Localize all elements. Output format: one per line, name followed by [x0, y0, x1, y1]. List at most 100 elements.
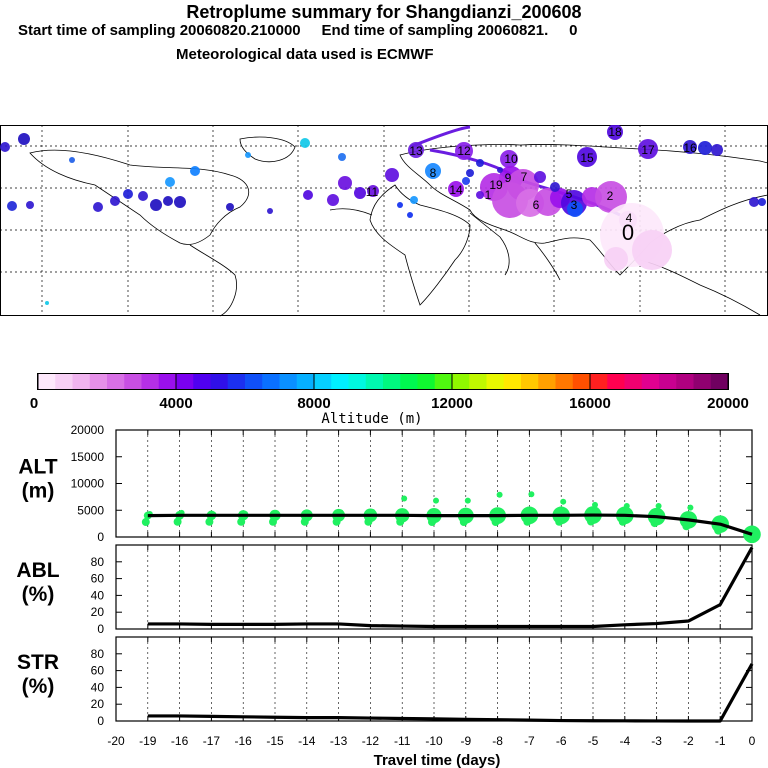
plume-point [455, 142, 473, 160]
y-tick-label: 0 [97, 622, 104, 636]
y-tick-label: 15000 [71, 450, 105, 464]
altitude-point [618, 517, 627, 526]
colorbar-label: Altitude (m) [321, 411, 422, 427]
series-line-alt [147, 513, 753, 536]
plume-point [476, 191, 484, 199]
altitude-point [496, 491, 503, 498]
colorbar-swatch [693, 374, 712, 390]
plume-point [0, 142, 10, 152]
colorbar-tick-label: 12000 [431, 395, 473, 412]
plume-point [138, 191, 148, 201]
x-tick-label: -10 [425, 734, 443, 748]
altitude-point [141, 518, 150, 527]
plume-point [354, 187, 366, 199]
map-label-16: 16 [683, 141, 697, 155]
colorbar-swatch [124, 374, 142, 390]
altitude-point [719, 516, 726, 523]
plume-point [165, 177, 175, 187]
plume-point [397, 202, 403, 208]
colorbar-swatch [279, 374, 298, 390]
colorbar-tick-label: 4000 [159, 395, 192, 412]
plume-point [711, 144, 723, 156]
altitude-point [555, 517, 564, 526]
plume-point [550, 182, 560, 192]
altitude-point [682, 522, 691, 531]
map-label-19: 19 [489, 178, 503, 192]
y-tick-label: 0 [97, 530, 104, 544]
plume-point [476, 159, 484, 167]
x-tick-labels: -20 -19 -16 -17 -16 -15 -14 -13 -12 -11 -10 -9 -8 -7-… [107, 734, 755, 748]
colorbar-swatch [245, 374, 263, 390]
map-label-0: 0 [622, 220, 634, 245]
plume-point [110, 196, 120, 206]
colorbar-swatch [676, 374, 694, 390]
y-axis-label: STR [17, 651, 59, 674]
x-tick-label: -14 [298, 734, 316, 748]
time-series-panels: 05000100001500020000ALT(m)020406080ABL(%… [16, 423, 761, 768]
altitude-point [364, 517, 373, 526]
chart-title: Retroplume summary for Shangdianzi_20060… [186, 2, 582, 22]
x-tick-label: -6 [556, 734, 567, 748]
plume-point [267, 208, 273, 214]
x-tick-label: -12 [362, 734, 380, 748]
x-tick-label: -7 [524, 734, 535, 748]
map-label-2: 2 [607, 189, 614, 203]
y-tick-label: 40 [91, 588, 105, 602]
retroplume-map: 18 17 16 15 13 12 10 9 8 7 6 5 4 3 2 1 0… [0, 125, 768, 317]
map-label-15: 15 [580, 151, 594, 165]
x-tick-label: -13 [330, 734, 348, 748]
plume-point [534, 171, 546, 183]
plume-cluster-labels: 18 17 16 15 13 12 10 9 8 7 6 5 4 3 2 1 0… [366, 125, 697, 245]
plume-point [226, 203, 234, 211]
altitude-point [428, 518, 436, 527]
colorbar-swatch [210, 374, 229, 390]
colorbar-tick-label: 0 [30, 395, 38, 412]
plume-point [567, 201, 583, 217]
y-axis-label: ABL [16, 559, 59, 582]
met-data-line: Meteorological data used is ECMWF [176, 46, 434, 63]
y-axis-label: ALT [18, 456, 57, 479]
map-label-11: 11 [366, 185, 379, 199]
plume-point [425, 163, 441, 179]
plume-point [407, 212, 413, 218]
altitude-point [237, 517, 246, 526]
plume-point [604, 247, 628, 271]
sampling-time-line: Start time of sampling 20060820.210000 E… [18, 22, 578, 39]
altitude-point [205, 517, 214, 526]
colorbar-swatch [641, 374, 660, 390]
y-tick-label: 20 [91, 697, 105, 711]
plume-point [749, 197, 759, 207]
plume-point [150, 199, 162, 211]
x-tick-label: -11 [394, 734, 411, 748]
altitude-point [369, 508, 376, 515]
colorbar-swatch [555, 374, 574, 390]
x-tick-label: -9 [460, 734, 471, 748]
plume-point [338, 153, 346, 161]
plume-point [448, 181, 464, 197]
altitude-point [396, 517, 405, 526]
plume-point [462, 177, 470, 185]
plume-point [758, 198, 766, 206]
y-tick-label: 60 [91, 572, 105, 586]
altitude-point [332, 517, 341, 526]
plume-point [45, 301, 49, 305]
x-tick-label: -3 [651, 734, 662, 748]
plume-point [18, 133, 30, 145]
colorbar-swatch [348, 374, 367, 390]
y-axis-label: (%) [22, 675, 55, 698]
altitude-point [751, 525, 757, 532]
x-tick-label: -17 [203, 734, 221, 748]
colorbar-swatch [314, 374, 332, 390]
x-tick-label: -1 [715, 734, 726, 748]
coastlines [29, 136, 768, 317]
colorbar-swatch [158, 374, 177, 390]
altitude-point [650, 519, 659, 528]
x-tick-label: -2 [683, 734, 694, 748]
x-axis-label: Travel time (days) [374, 752, 501, 768]
x-tick-label: -19 [139, 734, 157, 748]
colorbar-swatch [176, 374, 194, 390]
colorbar-swatch [262, 374, 280, 390]
colorbar-ticks: 0 4000 8000 12000 16000 20000 [30, 374, 749, 412]
altitude-point [592, 501, 598, 508]
plume-point [607, 125, 623, 140]
